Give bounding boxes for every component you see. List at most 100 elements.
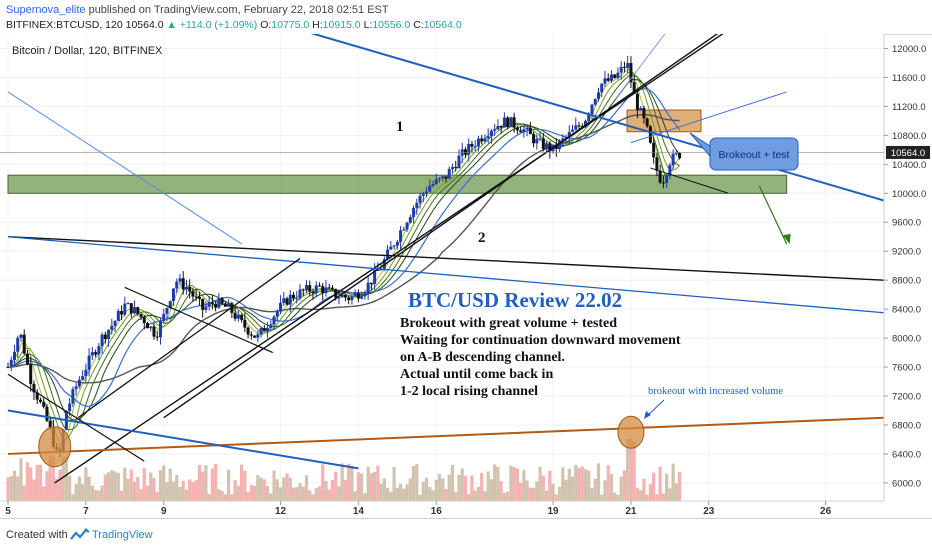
volume-bar: [214, 463, 218, 501]
candle-body: [77, 379, 81, 387]
volume-bar: [405, 484, 409, 501]
tradingview-brand[interactable]: TradingView: [92, 529, 153, 541]
volume-bar: [35, 464, 39, 501]
volume-bar: [184, 489, 189, 501]
chart-title: Bitcoin / Dollar, 120, BITFINEX: [12, 45, 163, 57]
candle-body: [330, 287, 334, 289]
volume-bar: [87, 476, 91, 501]
candle-body: [447, 168, 451, 179]
candle-body: [87, 355, 91, 370]
y-tick-label: 10400.0: [892, 160, 926, 171]
moving-average-line: [9, 113, 680, 384]
black-trendline: [650, 167, 729, 194]
candle-body: [353, 293, 357, 297]
volume-bar: [71, 494, 75, 501]
volume-bar: [94, 490, 98, 501]
candle-body: [532, 134, 536, 144]
candle-body: [369, 282, 373, 285]
candle-body: [457, 155, 461, 169]
volume-bar: [194, 479, 198, 501]
open-value: 10775.0: [271, 19, 310, 31]
change-value: ▲ +114.0 (+1.09%): [166, 19, 258, 31]
volume-bar: [574, 465, 578, 501]
volume-bar: [473, 490, 477, 501]
volume-bar: [142, 468, 146, 501]
candle-body: [210, 302, 214, 304]
candle-body: [652, 142, 656, 158]
candle-body: [386, 249, 390, 260]
volume-bar: [29, 467, 33, 501]
created-with-text: Created with: [6, 529, 68, 541]
publish-line: Supernova_elite published on TradingView…: [6, 4, 389, 16]
candle-body: [249, 334, 253, 336]
candle-body: [373, 269, 377, 285]
time-axis[interactable]: 5 7 9 12 14 16 19 21 23 26: [0, 500, 884, 517]
candle-body: [350, 296, 354, 301]
high-label: H:: [312, 19, 323, 31]
candle-body: [201, 298, 205, 310]
volume-bar: [583, 469, 588, 501]
x-tick-label: 19: [548, 506, 560, 517]
candle-body: [629, 63, 633, 83]
volume-bar: [379, 483, 383, 501]
volume-bar: [207, 493, 211, 501]
candle-body: [16, 337, 20, 352]
candle-body: [405, 222, 409, 230]
candle-body: [356, 293, 360, 299]
volume-bar: [668, 488, 672, 501]
candle-body: [538, 138, 542, 140]
candle-body: [525, 127, 529, 130]
candle-body: [467, 143, 471, 155]
candle-body: [340, 294, 344, 298]
volume-bar: [340, 463, 344, 501]
volume-bar: [483, 491, 487, 501]
candle-body: [220, 298, 224, 304]
volume-note: brokeout with increased volume: [648, 386, 783, 397]
volume-bar: [81, 484, 85, 501]
volume-bar: [580, 466, 584, 501]
candle-body: [425, 191, 429, 194]
candle-body: [571, 129, 575, 132]
volume-bar: [204, 465, 208, 501]
candle-body: [168, 301, 172, 308]
volume-bar: [437, 474, 442, 501]
candle-body: [94, 352, 98, 355]
volume-bar: [90, 485, 94, 501]
volume-bar: [48, 455, 52, 501]
volume-bar: [55, 478, 59, 501]
candle-body: [152, 326, 156, 337]
descending-channel-lower: [7, 236, 884, 314]
candle-body: [376, 269, 380, 271]
volume-bar: [285, 473, 289, 501]
volume-bar: [528, 487, 532, 501]
price-axis[interactable]: 6000.0 6400.0 6800.0 7200.0 7600.0 8000.0 8400…: [883, 34, 926, 501]
candle-body: [139, 314, 143, 318]
volume-bar: [100, 485, 104, 501]
volume-bar: [45, 471, 49, 501]
candle-body: [68, 403, 72, 412]
x-tick-label: 21: [625, 506, 637, 517]
candle-body: [509, 117, 513, 128]
volume-bar: [350, 465, 354, 501]
volume-bar: [441, 478, 445, 501]
candle-body: [171, 288, 175, 302]
candle-body: [399, 230, 403, 242]
volume-bar: [506, 491, 510, 501]
volume-bars: [6, 438, 682, 501]
price-chart[interactable]: Bitcoin / Dollar, 120, BITFINEX 1 2 BTC/…: [0, 34, 932, 518]
black-trendline: [124, 286, 273, 354]
volume-bar: [191, 481, 195, 501]
volume-bar: [110, 470, 114, 501]
volume-bar: [136, 476, 140, 501]
candle-body: [285, 298, 289, 305]
x-tick-label: 5: [5, 506, 11, 517]
callout-text: Brokeout + test: [719, 149, 790, 161]
volume-bar: [554, 494, 558, 501]
volume-bar: [308, 490, 312, 501]
author-link[interactable]: Supernova_elite: [6, 4, 86, 16]
volume-bar: [197, 464, 202, 501]
candle-body: [84, 369, 88, 377]
candle-body: [528, 127, 532, 135]
volume-bar: [577, 467, 581, 501]
candle-body: [25, 353, 29, 364]
